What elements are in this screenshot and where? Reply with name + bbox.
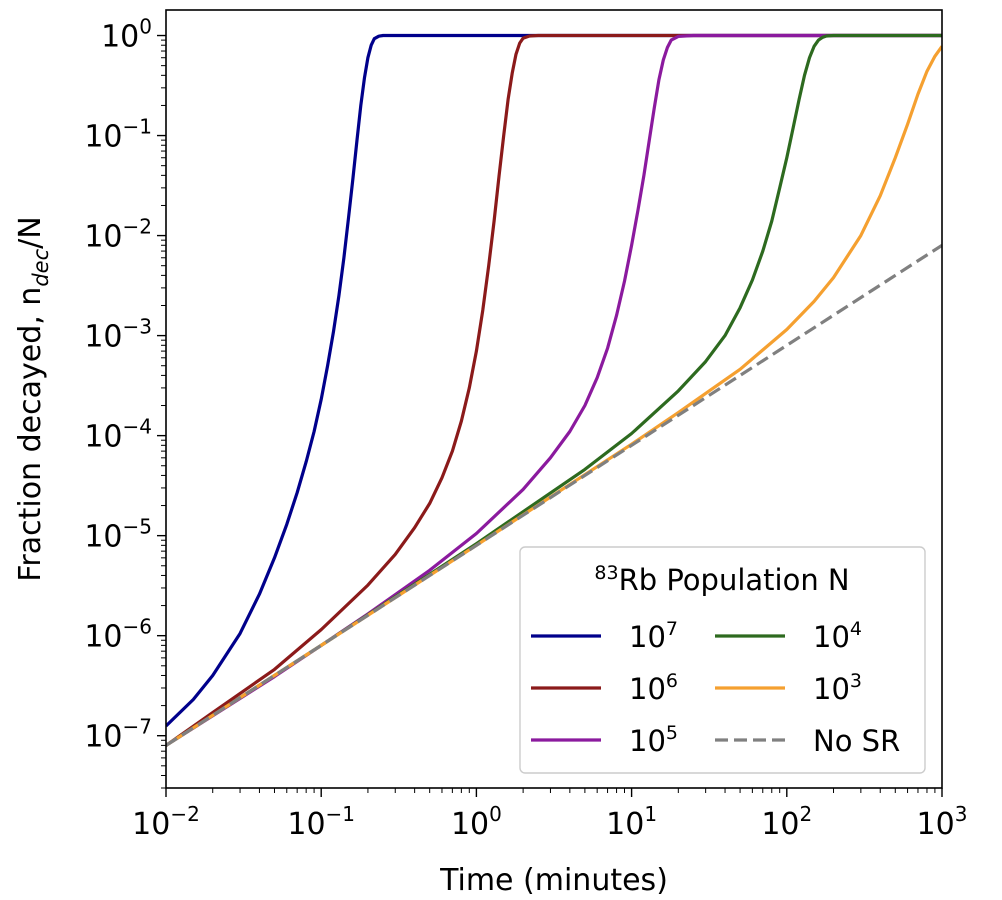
- x-tick-label: 100: [451, 802, 502, 842]
- legend-label: 107: [629, 618, 678, 654]
- y-tick-label-exp: −3: [123, 315, 152, 339]
- x-tick-label: 101: [606, 802, 657, 842]
- legend-label-exp: 3: [850, 670, 862, 692]
- legend-label-exp: 5: [666, 722, 678, 744]
- x-tick-label-base: 10: [287, 807, 325, 842]
- legend-label-base: 10: [629, 724, 666, 758]
- series-line-10-6: [166, 33, 942, 747]
- y-tick-label: 10−3: [84, 315, 152, 355]
- legend-label-base: 10: [629, 672, 666, 706]
- legend-entry: 103: [715, 670, 862, 706]
- y-axis-label-suffix: /N: [13, 216, 48, 249]
- x-tick-label-exp: −1: [326, 802, 355, 826]
- legend-label-base: 10: [813, 620, 850, 654]
- y-tick-label: 10−7: [84, 715, 152, 755]
- legend-label-exp: 6: [666, 670, 678, 692]
- y-tick-label: 10−2: [84, 215, 152, 255]
- legend-label: No SR: [813, 724, 900, 758]
- legend-label-exp: 7: [666, 618, 678, 640]
- y-tick-label-exp: 0: [139, 15, 152, 39]
- y-tick-label-exp: −2: [123, 215, 152, 239]
- legend-label-base: 10: [629, 620, 666, 654]
- series-line-10-4: [166, 33, 942, 747]
- y-tick-label-base: 10: [84, 320, 122, 355]
- y-tick-label-base: 10: [84, 120, 122, 155]
- legend-label-exp: 4: [850, 618, 862, 640]
- legend-label: 105: [629, 722, 678, 758]
- y-axis-label: Fraction decayed, ndec/N: [13, 216, 53, 581]
- y-tick-label-base: 10: [84, 420, 122, 455]
- y-tick-label: 10−4: [84, 415, 152, 455]
- y-tick-label-base: 10: [84, 720, 122, 755]
- y-tick-label-base: 10: [84, 620, 122, 655]
- x-tick-label-base: 10: [451, 807, 489, 842]
- legend-label-base: 10: [813, 672, 850, 706]
- y-tick-label-base: 10: [84, 220, 122, 255]
- y-tick-label-base: 10: [84, 520, 122, 555]
- legend-entry: 104: [715, 618, 862, 654]
- y-tick-label: 10−1: [84, 115, 152, 155]
- x-tick-label: 103: [917, 802, 968, 842]
- legend-title: 83Rb Population N: [594, 562, 849, 597]
- x-tick-label-base: 10: [606, 807, 644, 842]
- x-tick-label-exp: 1: [644, 802, 657, 826]
- y-tick-label-exp: −1: [123, 115, 152, 139]
- legend-box: [519, 546, 926, 774]
- x-tick-label: 10−1: [287, 802, 355, 842]
- plot-frame: [165, 9, 943, 789]
- legend-title-rest: Rb Population N: [619, 563, 850, 597]
- legend-title-sup: 83: [594, 562, 618, 584]
- x-tick-label-exp: 0: [489, 802, 502, 826]
- legend-entry: 107: [531, 618, 678, 654]
- legend-entry: 105: [531, 722, 678, 758]
- x-tick-label-exp: 3: [955, 802, 968, 826]
- y-tick-label: 10−6: [84, 615, 152, 655]
- legend-entry: No SR: [715, 724, 900, 758]
- series-line-10-3: [166, 45, 942, 747]
- x-tick-label-base: 10: [761, 807, 799, 842]
- y-tick-label: 10−5: [84, 515, 152, 555]
- legend-entry: 106: [531, 670, 678, 706]
- x-tick-label-exp: −2: [170, 802, 199, 826]
- y-tick-label-exp: −4: [123, 415, 152, 439]
- series-line-10-5: [166, 33, 942, 747]
- legend-label: 106: [629, 670, 678, 706]
- y-tick-label-exp: −5: [123, 515, 152, 539]
- y-tick-label-base: 10: [101, 20, 139, 55]
- y-tick-label: 100: [101, 15, 152, 55]
- y-tick-label-exp: −7: [123, 715, 152, 739]
- legend-label-base: No SR: [813, 724, 900, 758]
- x-tick-label: 10−2: [132, 802, 200, 842]
- x-tick-label-base: 10: [132, 807, 170, 842]
- series-layer: [166, 33, 942, 747]
- x-tick-label: 102: [761, 802, 812, 842]
- x-tick-label-base: 10: [917, 807, 955, 842]
- series-line-no-sr: [166, 243, 942, 747]
- y-tick-label-exp: −6: [123, 615, 152, 639]
- series-line-10-7: [166, 33, 942, 728]
- y-axis-label-prefix: Fraction decayed, n: [13, 287, 48, 582]
- x-axis-ticks: 10−2 10−1 100 101 102 103: [132, 788, 967, 842]
- x-tick-label-exp: 2: [800, 802, 813, 826]
- legend-label: 103: [813, 670, 862, 706]
- y-axis-label-subscript: dec: [29, 248, 53, 286]
- legend-label: 104: [813, 618, 862, 654]
- x-axis-label: Time (minutes): [439, 863, 668, 898]
